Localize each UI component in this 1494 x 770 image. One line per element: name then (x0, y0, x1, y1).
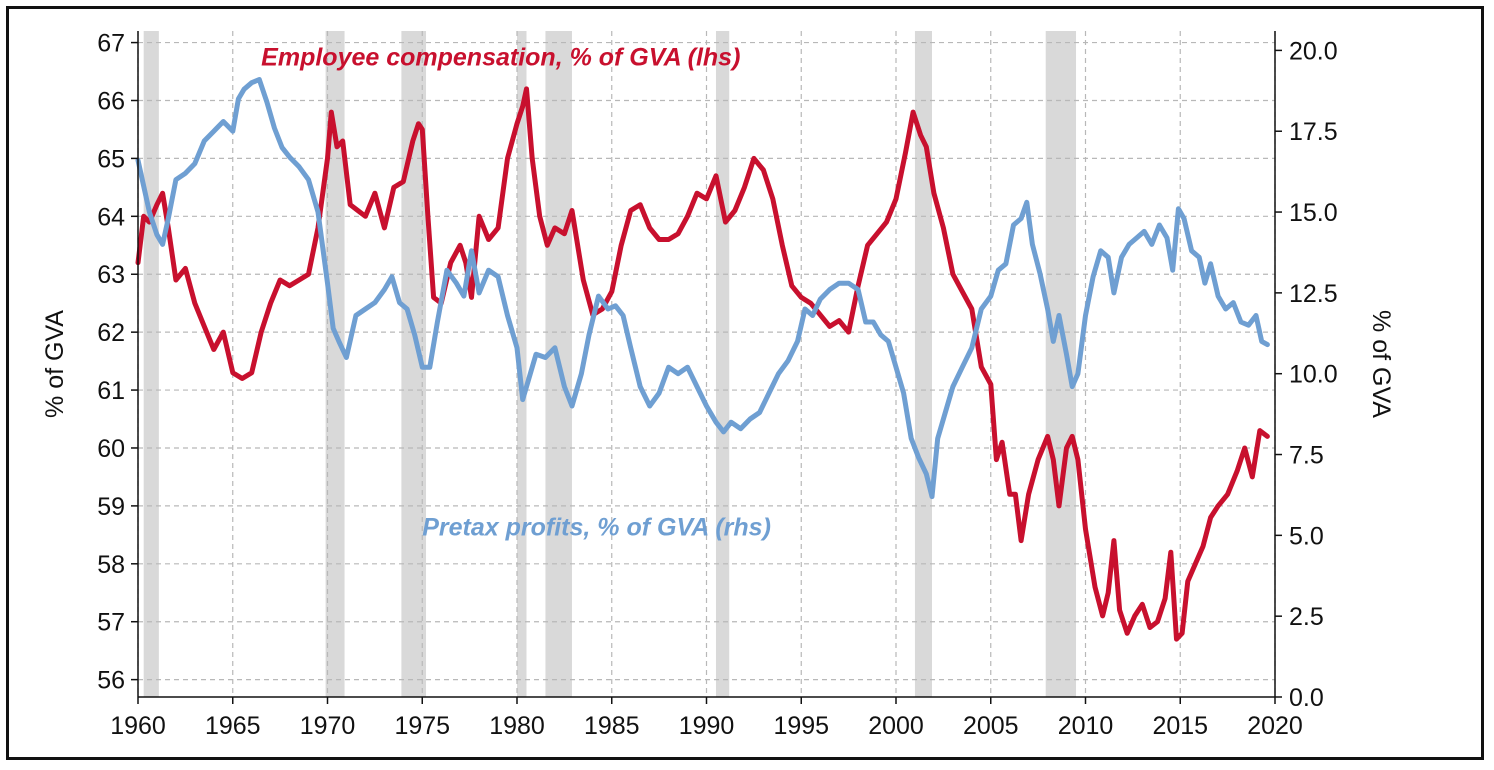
y-right-tick-label: 17.5 (1289, 118, 1338, 146)
chart-frame: 1960 1965 1970 1975 1980 1985 1990 1995 2000 2005… (6, 6, 1484, 760)
x-tick-label: 2010 (1058, 712, 1114, 740)
y-left-tick-label: 58 (97, 551, 125, 579)
series-lines (135, 77, 1270, 642)
x-tick-label: 2000 (868, 712, 924, 740)
x-tick-label: 2015 (1152, 712, 1208, 740)
y-right-tick-label: 5.0 (1289, 522, 1324, 550)
y-right-tick-label: 7.5 (1289, 442, 1324, 470)
x-tick-label: 1975 (394, 712, 450, 740)
recession-band (914, 31, 933, 697)
y-left-tick-label: 66 (97, 87, 125, 115)
y-left-tick-label: 67 (97, 30, 125, 58)
y-right-tick-label: 20.0 (1289, 37, 1338, 65)
left-axis-title: % of GVA (41, 310, 69, 418)
recession-shading (143, 31, 1077, 697)
series-label-employee-compensation: Employee compensation, % of GVA (lhs) (261, 44, 740, 72)
ticks: 1960 1965 1970 1975 1980 1985 1990 1995 2000 2005… (97, 30, 1337, 740)
recession-band (1045, 31, 1077, 697)
x-tick-label: 1990 (679, 712, 735, 740)
y-left-tick-label: 62 (97, 319, 125, 347)
y-right-tick-label: 15.0 (1289, 199, 1338, 227)
x-tick-label: 1985 (584, 712, 640, 740)
y-left-tick-label: 64 (97, 203, 125, 231)
recession-band (143, 31, 159, 697)
y-left-tick-label: 57 (97, 609, 125, 637)
recession-band (325, 31, 345, 697)
recession-band (517, 31, 527, 697)
x-tick-label: 1995 (773, 712, 829, 740)
y-left-tick-label: 65 (97, 145, 125, 173)
right-axis-title: % of GVA (1367, 310, 1395, 418)
y-right-tick-label: 2.5 (1289, 603, 1324, 631)
y-left-tick-label: 63 (97, 261, 125, 289)
series-line-employee-compensation (135, 86, 1270, 642)
recession-band (715, 31, 730, 697)
series-line-pretax-profits (135, 77, 1270, 500)
series-label-pretax-profits: Pretax profits, % of GVA (rhs) (422, 513, 771, 541)
x-tick-label: 2020 (1247, 712, 1303, 740)
line-chart: 1960 1965 1970 1975 1980 1985 1990 1995 2000 2005… (41, 30, 1395, 740)
y-left-tick-label: 60 (97, 435, 125, 463)
y-right-tick-label: 0.0 (1289, 684, 1324, 712)
x-tick-label: 2005 (963, 712, 1019, 740)
y-right-tick-label: 12.5 (1289, 280, 1338, 308)
x-tick-label: 1980 (489, 712, 545, 740)
y-left-tick-label: 61 (97, 377, 125, 405)
y-left-tick-label: 59 (97, 493, 125, 521)
x-tick-label: 1970 (300, 712, 356, 740)
y-left-tick-label: 56 (97, 667, 125, 695)
grid (137, 31, 1276, 697)
x-tick-label: 1960 (110, 712, 166, 740)
x-tick-label: 1965 (205, 712, 261, 740)
y-right-tick-label: 10.0 (1289, 361, 1338, 389)
